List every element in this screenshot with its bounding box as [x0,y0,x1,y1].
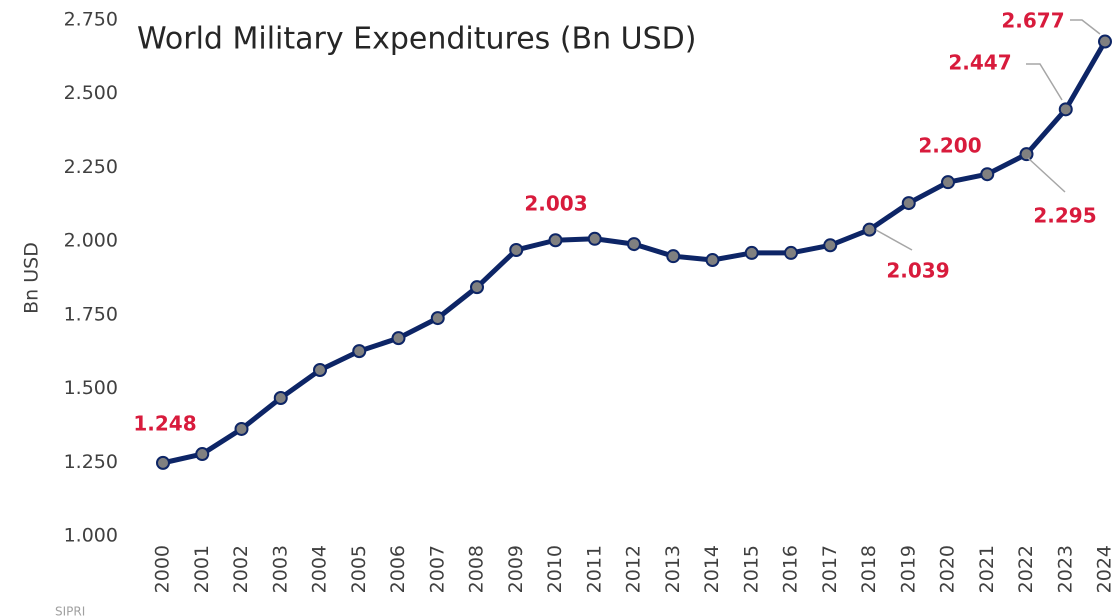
leader-line [1027,157,1066,193]
data-point [862,222,877,237]
data-label: 2.200 [918,134,981,158]
data-label: 2.039 [886,259,949,283]
x-tick-label: 2011 [583,545,605,593]
x-tick-label: 2012 [623,545,645,593]
data-point [823,238,838,253]
leader-line [875,229,913,251]
data-label: 2.003 [524,192,587,216]
x-tick-label: 2014 [701,545,723,593]
x-tick-label: 2007 [426,545,448,593]
data-point [273,391,288,406]
x-tick-label: 2000 [152,545,174,593]
data-point [784,245,798,260]
x-tick-label: 2022 [1015,545,1037,593]
x-tick-label: 2023 [1054,545,1076,593]
data-point [352,344,367,359]
x-tick-label: 2017 [819,545,841,593]
data-point [430,311,445,326]
data-point [470,280,484,295]
x-tick-label: 2001 [191,545,213,593]
x-tick-label: 2019 [897,545,919,593]
x-tick-label: 2006 [387,545,409,593]
x-tick-label: 2010 [544,545,566,593]
data-point [941,175,955,190]
chart-title: World Military Expenditures (Bn USD) [137,22,696,57]
y-tick-label: 1.500 [64,377,118,399]
x-tick-label: 2020 [937,545,959,593]
y-tick-label: 2.500 [64,82,118,104]
x-tick-label: 2024 [1094,545,1116,593]
x-tick-label: 2002 [230,545,252,593]
data-point [705,253,720,268]
data-point [391,331,406,346]
y-tick-label: 2.250 [64,156,118,178]
data-label: 2.295 [1033,204,1096,228]
data-line [162,40,1108,466]
source: SIPRI [55,605,85,616]
x-tick-label: 2018 [858,545,880,593]
y-tick-label: 2.000 [64,230,118,252]
data-point [1098,34,1112,49]
x-tick-label: 2016 [780,545,802,593]
x-tick-label: 2021 [976,545,998,593]
y-tick-label: 1.750 [64,303,118,325]
data-point [234,421,249,436]
data-point [744,245,759,260]
x-tick-label: 2013 [662,545,684,593]
data-point [1058,102,1073,117]
y-axis-label: Bn USD [21,242,43,314]
y-tick-label: 1.000 [64,525,118,547]
data-point [195,447,210,462]
data-point [627,237,641,252]
y-tick-label: 2.750 [64,9,118,31]
data-point [156,455,170,470]
data-point [587,231,602,246]
data-label: 1.248 [133,412,196,436]
data-point [548,233,563,248]
x-tick-label: 2004 [309,545,331,593]
leader-line [1026,63,1063,101]
data-point [901,196,916,211]
y-tick-label: 1.250 [64,451,118,473]
x-tick-label: 2003 [269,545,291,593]
x-tick-label: 2008 [466,545,488,593]
data-point [1019,147,1034,162]
data-point [666,249,681,264]
x-tick-label: 2009 [505,545,527,593]
data-point [509,242,524,257]
x-tick-label: 2005 [348,545,370,593]
data-label: 2.677 [1001,9,1064,33]
data-point [313,362,327,377]
x-tick-label: 2015 [740,545,762,593]
data-point [980,167,995,182]
data-label: 2.447 [948,51,1011,75]
leader-line [1070,19,1101,35]
